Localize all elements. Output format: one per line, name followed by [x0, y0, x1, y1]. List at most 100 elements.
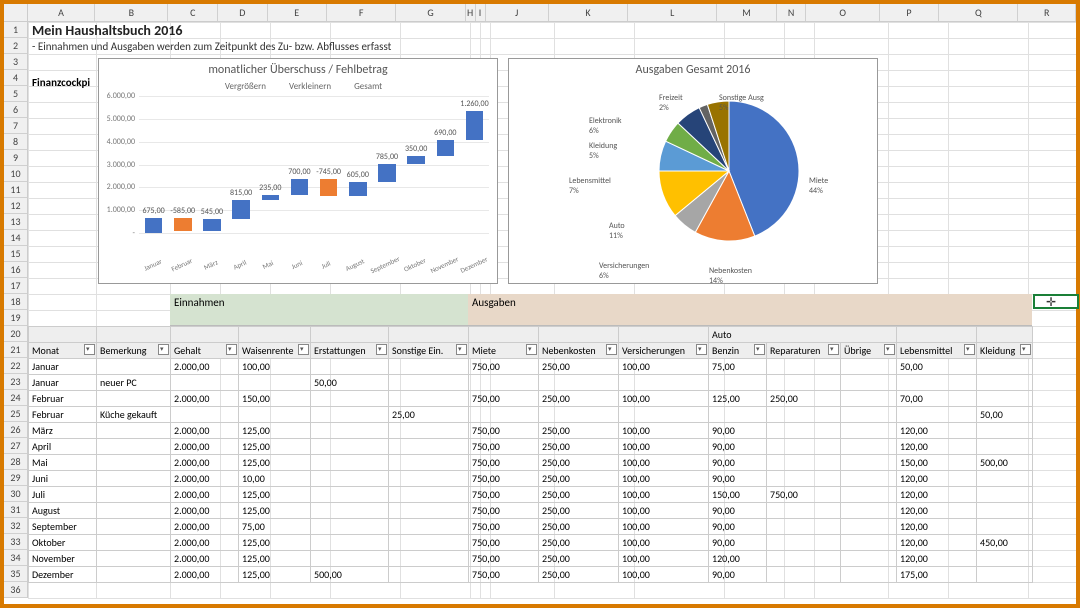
- cell[interactable]: 250,00: [767, 391, 841, 407]
- cell[interactable]: 75,00: [709, 359, 767, 375]
- cell[interactable]: [389, 391, 469, 407]
- cell[interactable]: [767, 567, 841, 583]
- cell[interactable]: November: [29, 551, 97, 567]
- cell[interactable]: [539, 375, 619, 391]
- cell[interactable]: Mai: [29, 455, 97, 471]
- cell[interactable]: [97, 487, 171, 503]
- cell[interactable]: [841, 535, 897, 551]
- cell[interactable]: 120,00: [897, 439, 977, 455]
- cell[interactable]: 70,00: [897, 391, 977, 407]
- cell[interactable]: [977, 487, 1033, 503]
- col-header-P[interactable]: P: [880, 4, 939, 21]
- cell[interactable]: [841, 375, 897, 391]
- filter-icon[interactable]: [964, 344, 975, 355]
- cell[interactable]: [311, 391, 389, 407]
- cell[interactable]: 750,00: [469, 359, 539, 375]
- cell[interactable]: 150,00: [709, 487, 767, 503]
- col-Versicherungen[interactable]: Versicherungen: [619, 343, 709, 359]
- cell[interactable]: [767, 455, 841, 471]
- cell[interactable]: 750,00: [469, 487, 539, 503]
- col-header-F[interactable]: F: [327, 4, 396, 21]
- cell[interactable]: Januar: [29, 375, 97, 391]
- col-Übrige[interactable]: Übrige: [841, 343, 897, 359]
- table-row[interactable]: Juni2.000,0010,00750,00250,00100,0090,00…: [29, 471, 1033, 487]
- cell[interactable]: [977, 567, 1033, 583]
- cell[interactable]: September: [29, 519, 97, 535]
- row-header-36[interactable]: 36: [4, 582, 27, 598]
- row-header-30[interactable]: 30: [4, 486, 27, 502]
- data-table[interactable]: AutoMonatBemerkungGehaltWaisenrenteErsta…: [28, 326, 1033, 583]
- cell[interactable]: [709, 407, 767, 423]
- cell[interactable]: [311, 471, 389, 487]
- row-header-7[interactable]: 7: [4, 118, 27, 134]
- cells-area[interactable]: Mein Haushaltsbuch 2016 - Einnahmen und …: [28, 22, 1076, 598]
- cell[interactable]: [767, 439, 841, 455]
- cell[interactable]: [841, 359, 897, 375]
- cell[interactable]: [389, 487, 469, 503]
- cell[interactable]: 120,00: [897, 423, 977, 439]
- cell[interactable]: 250,00: [539, 423, 619, 439]
- filter-icon[interactable]: [828, 344, 839, 355]
- filter-icon[interactable]: [606, 344, 617, 355]
- cell[interactable]: [977, 519, 1033, 535]
- cell[interactable]: [389, 455, 469, 471]
- cell[interactable]: [311, 359, 389, 375]
- col-Miete[interactable]: Miete: [469, 343, 539, 359]
- cell[interactable]: [311, 487, 389, 503]
- table-row[interactable]: Februar2.000,00150,00750,00250,00100,001…: [29, 391, 1033, 407]
- cell[interactable]: [311, 423, 389, 439]
- cell[interactable]: 2.000,00: [171, 535, 239, 551]
- col-header-R[interactable]: R: [1018, 4, 1075, 21]
- col-Nebenkosten[interactable]: Nebenkosten: [539, 343, 619, 359]
- cell[interactable]: 10,00: [239, 471, 311, 487]
- cell[interactable]: [97, 519, 171, 535]
- cell[interactable]: 50,00: [977, 407, 1033, 423]
- row-header-3[interactable]: 3: [4, 54, 27, 70]
- filter-icon[interactable]: [158, 344, 169, 355]
- cell[interactable]: [389, 567, 469, 583]
- row-header-8[interactable]: 8: [4, 134, 27, 150]
- cell[interactable]: 90,00: [709, 423, 767, 439]
- cell[interactable]: [171, 375, 239, 391]
- row-header-19[interactable]: 19: [4, 310, 27, 326]
- cell[interactable]: 100,00: [619, 439, 709, 455]
- cell[interactable]: [311, 503, 389, 519]
- cell[interactable]: 50,00: [897, 359, 977, 375]
- cell[interactable]: [767, 551, 841, 567]
- table-row[interactable]: Januar2.000,00100,00750,00250,00100,0075…: [29, 359, 1033, 375]
- table-row[interactable]: Juli2.000,00125,00750,00250,00100,00150,…: [29, 487, 1033, 503]
- col-Kleidung[interactable]: Kleidung: [977, 343, 1033, 359]
- col-header-N[interactable]: N: [777, 4, 807, 21]
- cell[interactable]: [977, 375, 1033, 391]
- col-header-D[interactable]: D: [218, 4, 268, 21]
- cell[interactable]: 125,00: [239, 551, 311, 567]
- row-header-31[interactable]: 31: [4, 502, 27, 518]
- col-Benzin[interactable]: Benzin: [709, 343, 767, 359]
- cell[interactable]: [619, 375, 709, 391]
- cell[interactable]: [977, 391, 1033, 407]
- cell[interactable]: [389, 535, 469, 551]
- cell[interactable]: 90,00: [709, 439, 767, 455]
- cell[interactable]: 125,00: [239, 567, 311, 583]
- table-row[interactable]: FebruarKüche gekauft25,0050,00: [29, 407, 1033, 423]
- cell[interactable]: 250,00: [539, 439, 619, 455]
- cell[interactable]: 750,00: [767, 487, 841, 503]
- cell[interactable]: [977, 423, 1033, 439]
- cell[interactable]: 2.000,00: [171, 567, 239, 583]
- filter-icon[interactable]: [376, 344, 387, 355]
- cell[interactable]: [841, 519, 897, 535]
- cell[interactable]: 100,00: [619, 551, 709, 567]
- cell[interactable]: [97, 567, 171, 583]
- cell[interactable]: 250,00: [539, 551, 619, 567]
- cell[interactable]: 100,00: [619, 391, 709, 407]
- cell[interactable]: 750,00: [469, 519, 539, 535]
- cell[interactable]: [767, 503, 841, 519]
- cell[interactable]: 120,00: [897, 471, 977, 487]
- cell[interactable]: [841, 455, 897, 471]
- cell[interactable]: 120,00: [897, 487, 977, 503]
- cell[interactable]: [977, 471, 1033, 487]
- cell[interactable]: [841, 423, 897, 439]
- cell[interactable]: 100,00: [619, 535, 709, 551]
- cell[interactable]: 2.000,00: [171, 359, 239, 375]
- col-header-O[interactable]: O: [806, 4, 879, 21]
